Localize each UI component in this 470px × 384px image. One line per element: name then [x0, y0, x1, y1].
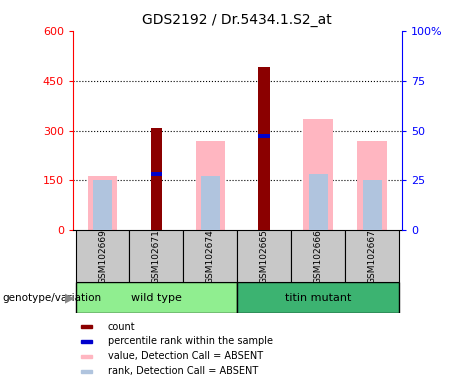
Text: GSM102665: GSM102665 — [260, 229, 269, 284]
Text: GSM102669: GSM102669 — [98, 229, 107, 284]
Bar — [363, 180, 382, 230]
Bar — [80, 340, 92, 343]
Text: rank, Detection Call = ABSENT: rank, Detection Call = ABSENT — [108, 366, 258, 376]
Text: genotype/variation: genotype/variation — [2, 293, 102, 303]
Text: GSM102667: GSM102667 — [368, 229, 376, 284]
Text: ▶: ▶ — [65, 291, 74, 304]
Bar — [291, 230, 345, 282]
Bar — [80, 325, 92, 328]
Bar — [237, 230, 291, 282]
Text: percentile rank within the sample: percentile rank within the sample — [108, 336, 273, 346]
Bar — [76, 230, 129, 282]
Bar — [357, 141, 387, 230]
Text: GSM102666: GSM102666 — [314, 229, 323, 284]
Bar — [237, 282, 399, 313]
Bar — [258, 67, 270, 230]
Bar — [201, 177, 220, 230]
Text: GSM102671: GSM102671 — [152, 229, 161, 284]
Bar — [80, 369, 92, 373]
Text: titin mutant: titin mutant — [285, 293, 352, 303]
Text: value, Detection Call = ABSENT: value, Detection Call = ABSENT — [108, 351, 263, 361]
Bar — [196, 141, 225, 230]
Text: wild type: wild type — [131, 293, 182, 303]
Text: count: count — [108, 321, 135, 332]
Bar — [183, 230, 237, 282]
Text: GSM102674: GSM102674 — [206, 229, 215, 284]
Bar — [304, 119, 333, 230]
Bar — [150, 172, 162, 177]
Bar — [76, 282, 237, 313]
Bar — [88, 176, 118, 230]
Bar — [80, 355, 92, 358]
Title: GDS2192 / Dr.5434.1.S2_at: GDS2192 / Dr.5434.1.S2_at — [142, 13, 332, 27]
Bar — [309, 174, 328, 230]
Bar — [129, 230, 183, 282]
Bar — [150, 128, 162, 230]
Bar — [258, 134, 270, 137]
Bar — [93, 180, 112, 230]
Bar — [345, 230, 399, 282]
